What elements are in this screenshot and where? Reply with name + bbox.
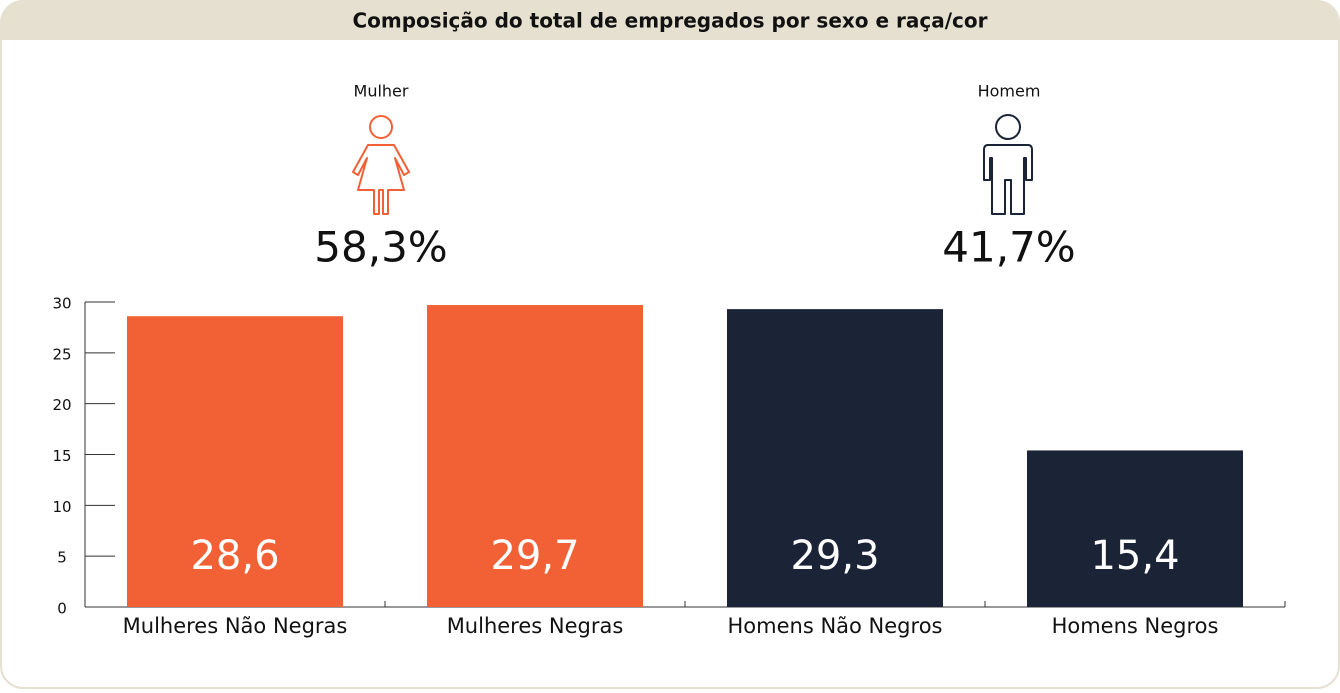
y-tick-label: 10 <box>52 498 71 516</box>
group-share: 58,3% <box>314 223 447 272</box>
bar <box>127 316 343 607</box>
male-icon <box>983 114 1033 215</box>
female-icon <box>352 115 410 215</box>
x-tick-label: Homens Negros <box>1052 614 1219 638</box>
bar <box>1027 450 1243 607</box>
group-label: Mulher <box>354 82 409 101</box>
y-tick-label: 15 <box>52 447 71 465</box>
header-bar <box>1 1 1339 40</box>
y-tick-label: 0 <box>57 600 67 618</box>
bar <box>427 305 643 607</box>
value-label: 29,3 <box>790 533 879 579</box>
y-tick-label: 25 <box>52 345 71 363</box>
group-label: Homem <box>978 82 1041 101</box>
chart-title: Composição do total de empregados por se… <box>352 9 987 33</box>
value-label: 29,7 <box>490 533 579 579</box>
value-label: 28,6 <box>190 533 279 579</box>
x-tick-label: Homens Não Negros <box>728 614 943 638</box>
group-share: 41,7% <box>942 223 1075 272</box>
y-tick-label: 5 <box>57 549 67 567</box>
bar <box>727 309 943 607</box>
value-label: 15,4 <box>1090 533 1179 579</box>
x-tick-label: Mulheres Não Negras <box>123 614 348 638</box>
y-tick-label: 30 <box>52 295 71 313</box>
x-tick-label: Mulheres Negras <box>447 614 624 638</box>
y-tick-label: 20 <box>52 396 71 414</box>
